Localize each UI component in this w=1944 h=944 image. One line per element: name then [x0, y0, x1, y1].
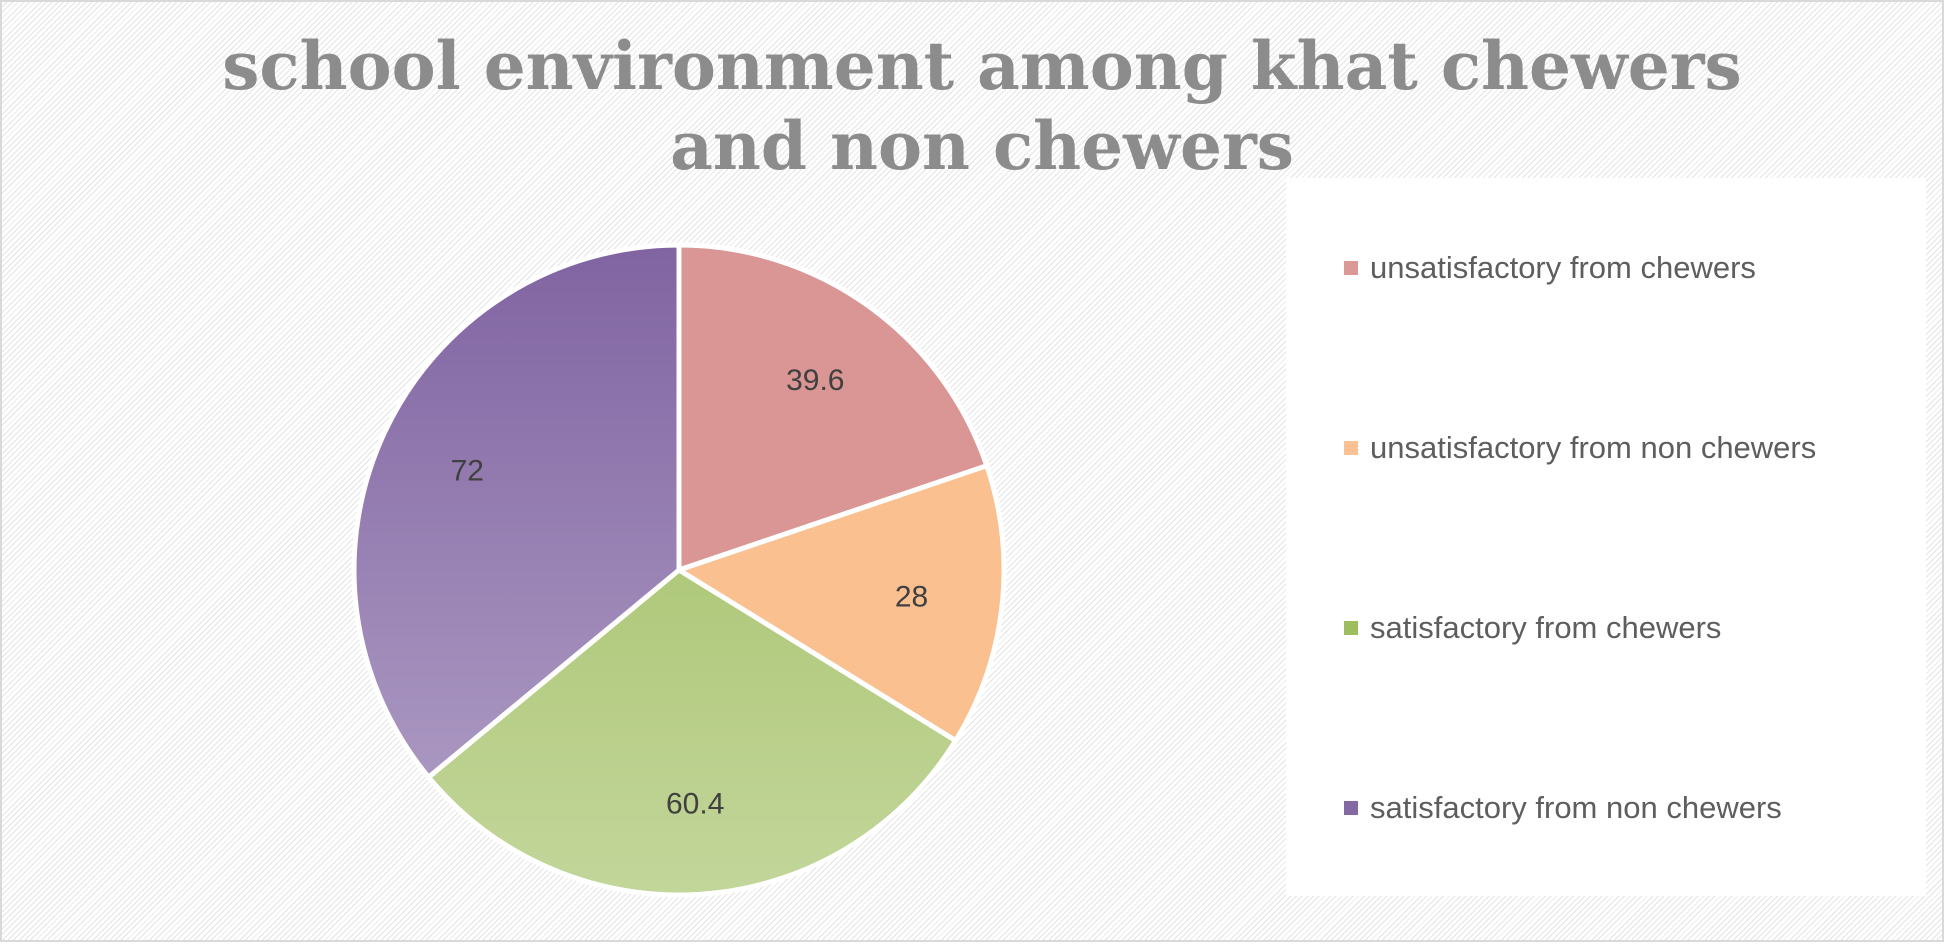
legend-swatch — [1344, 261, 1358, 275]
data-label-1: 39.6 — [786, 364, 844, 397]
legend-label: unsatisfactory from chewers — [1370, 250, 1756, 285]
legend-label: satisfactory from chewers — [1370, 610, 1722, 645]
legend-item-3: satisfactory from chewers — [1344, 608, 1721, 648]
pie-slice-4 — [351, 242, 682, 780]
legend-label: satisfactory from non chewers — [1370, 790, 1782, 825]
legend-swatch — [1344, 801, 1358, 815]
chart-title: school environment among khat chewers an… — [222, 27, 1742, 185]
data-label-3: 60.4 — [666, 787, 724, 820]
legend-swatch — [1344, 621, 1358, 635]
legend-item-4: satisfactory from non chewers — [1344, 788, 1782, 828]
data-label-2: 28 — [895, 580, 928, 613]
pie-slices — [351, 242, 1007, 898]
legend-item-1: unsatisfactory from chewers — [1344, 248, 1756, 288]
pie-slice-1 — [676, 242, 990, 573]
pie-slice-2 — [676, 463, 1007, 744]
data-label-4: 72 — [451, 454, 484, 487]
legend-item-2: unsatisfactory from non chewers — [1344, 428, 1816, 468]
legend: unsatisfactory from chewers unsatisfactor… — [1286, 178, 1926, 896]
pie-data-labels: 39.6 28 60.4 72 — [451, 364, 929, 821]
legend-label: unsatisfactory from non chewers — [1370, 430, 1817, 465]
legend-swatch — [1344, 441, 1358, 455]
pie-slice-3 — [426, 567, 959, 898]
